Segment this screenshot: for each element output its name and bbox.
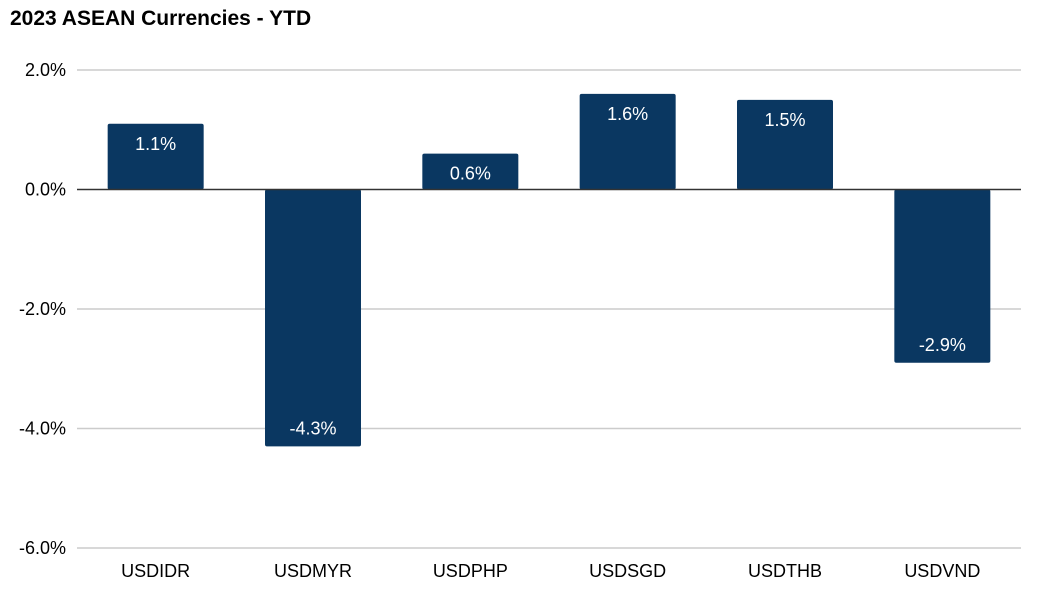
x-category-label: USDIDR xyxy=(121,561,190,581)
x-category-label: USDPHP xyxy=(433,561,508,581)
data-label: 1.5% xyxy=(764,110,805,130)
data-label: -4.3% xyxy=(289,418,336,438)
bar-usdidr xyxy=(107,123,204,190)
data-label: 0.6% xyxy=(450,164,491,184)
bars xyxy=(107,93,991,447)
bar-usdvnd xyxy=(894,189,991,363)
grid-lines xyxy=(77,69,1021,549)
x-category-label: USDVND xyxy=(904,561,980,581)
y-tick-label: 2.0% xyxy=(25,60,66,80)
data-label: -2.9% xyxy=(919,335,966,355)
y-axis-ticks: 2.0% 0.0% -2.0% -4.0% -6.0% xyxy=(19,60,66,558)
chart-title: 2023 ASEAN Currencies - YTD xyxy=(10,7,312,30)
bar-usdsgd xyxy=(579,93,676,190)
x-category-label: USDMYR xyxy=(274,561,352,581)
bar-usdmyr xyxy=(265,189,361,447)
y-tick-label: -6.0% xyxy=(19,538,66,558)
y-tick-label: 0.0% xyxy=(25,180,66,200)
data-label: 1.1% xyxy=(135,134,176,154)
x-axis-categories: USDIDR USDMYR USDPHP USDSGD USDTHB USDVND xyxy=(121,561,980,581)
bar-usdphp xyxy=(422,153,519,190)
x-category-label: USDSGD xyxy=(589,561,666,581)
data-label: 1.6% xyxy=(607,104,648,124)
y-tick-label: -2.0% xyxy=(19,299,66,319)
bar-usdthb xyxy=(737,99,833,190)
y-tick-label: -4.0% xyxy=(19,419,66,439)
x-category-label: USDTHB xyxy=(748,561,822,581)
data-labels: 1.1% -4.3% 0.6% 1.6% 1.5% -2.9% xyxy=(135,104,966,439)
